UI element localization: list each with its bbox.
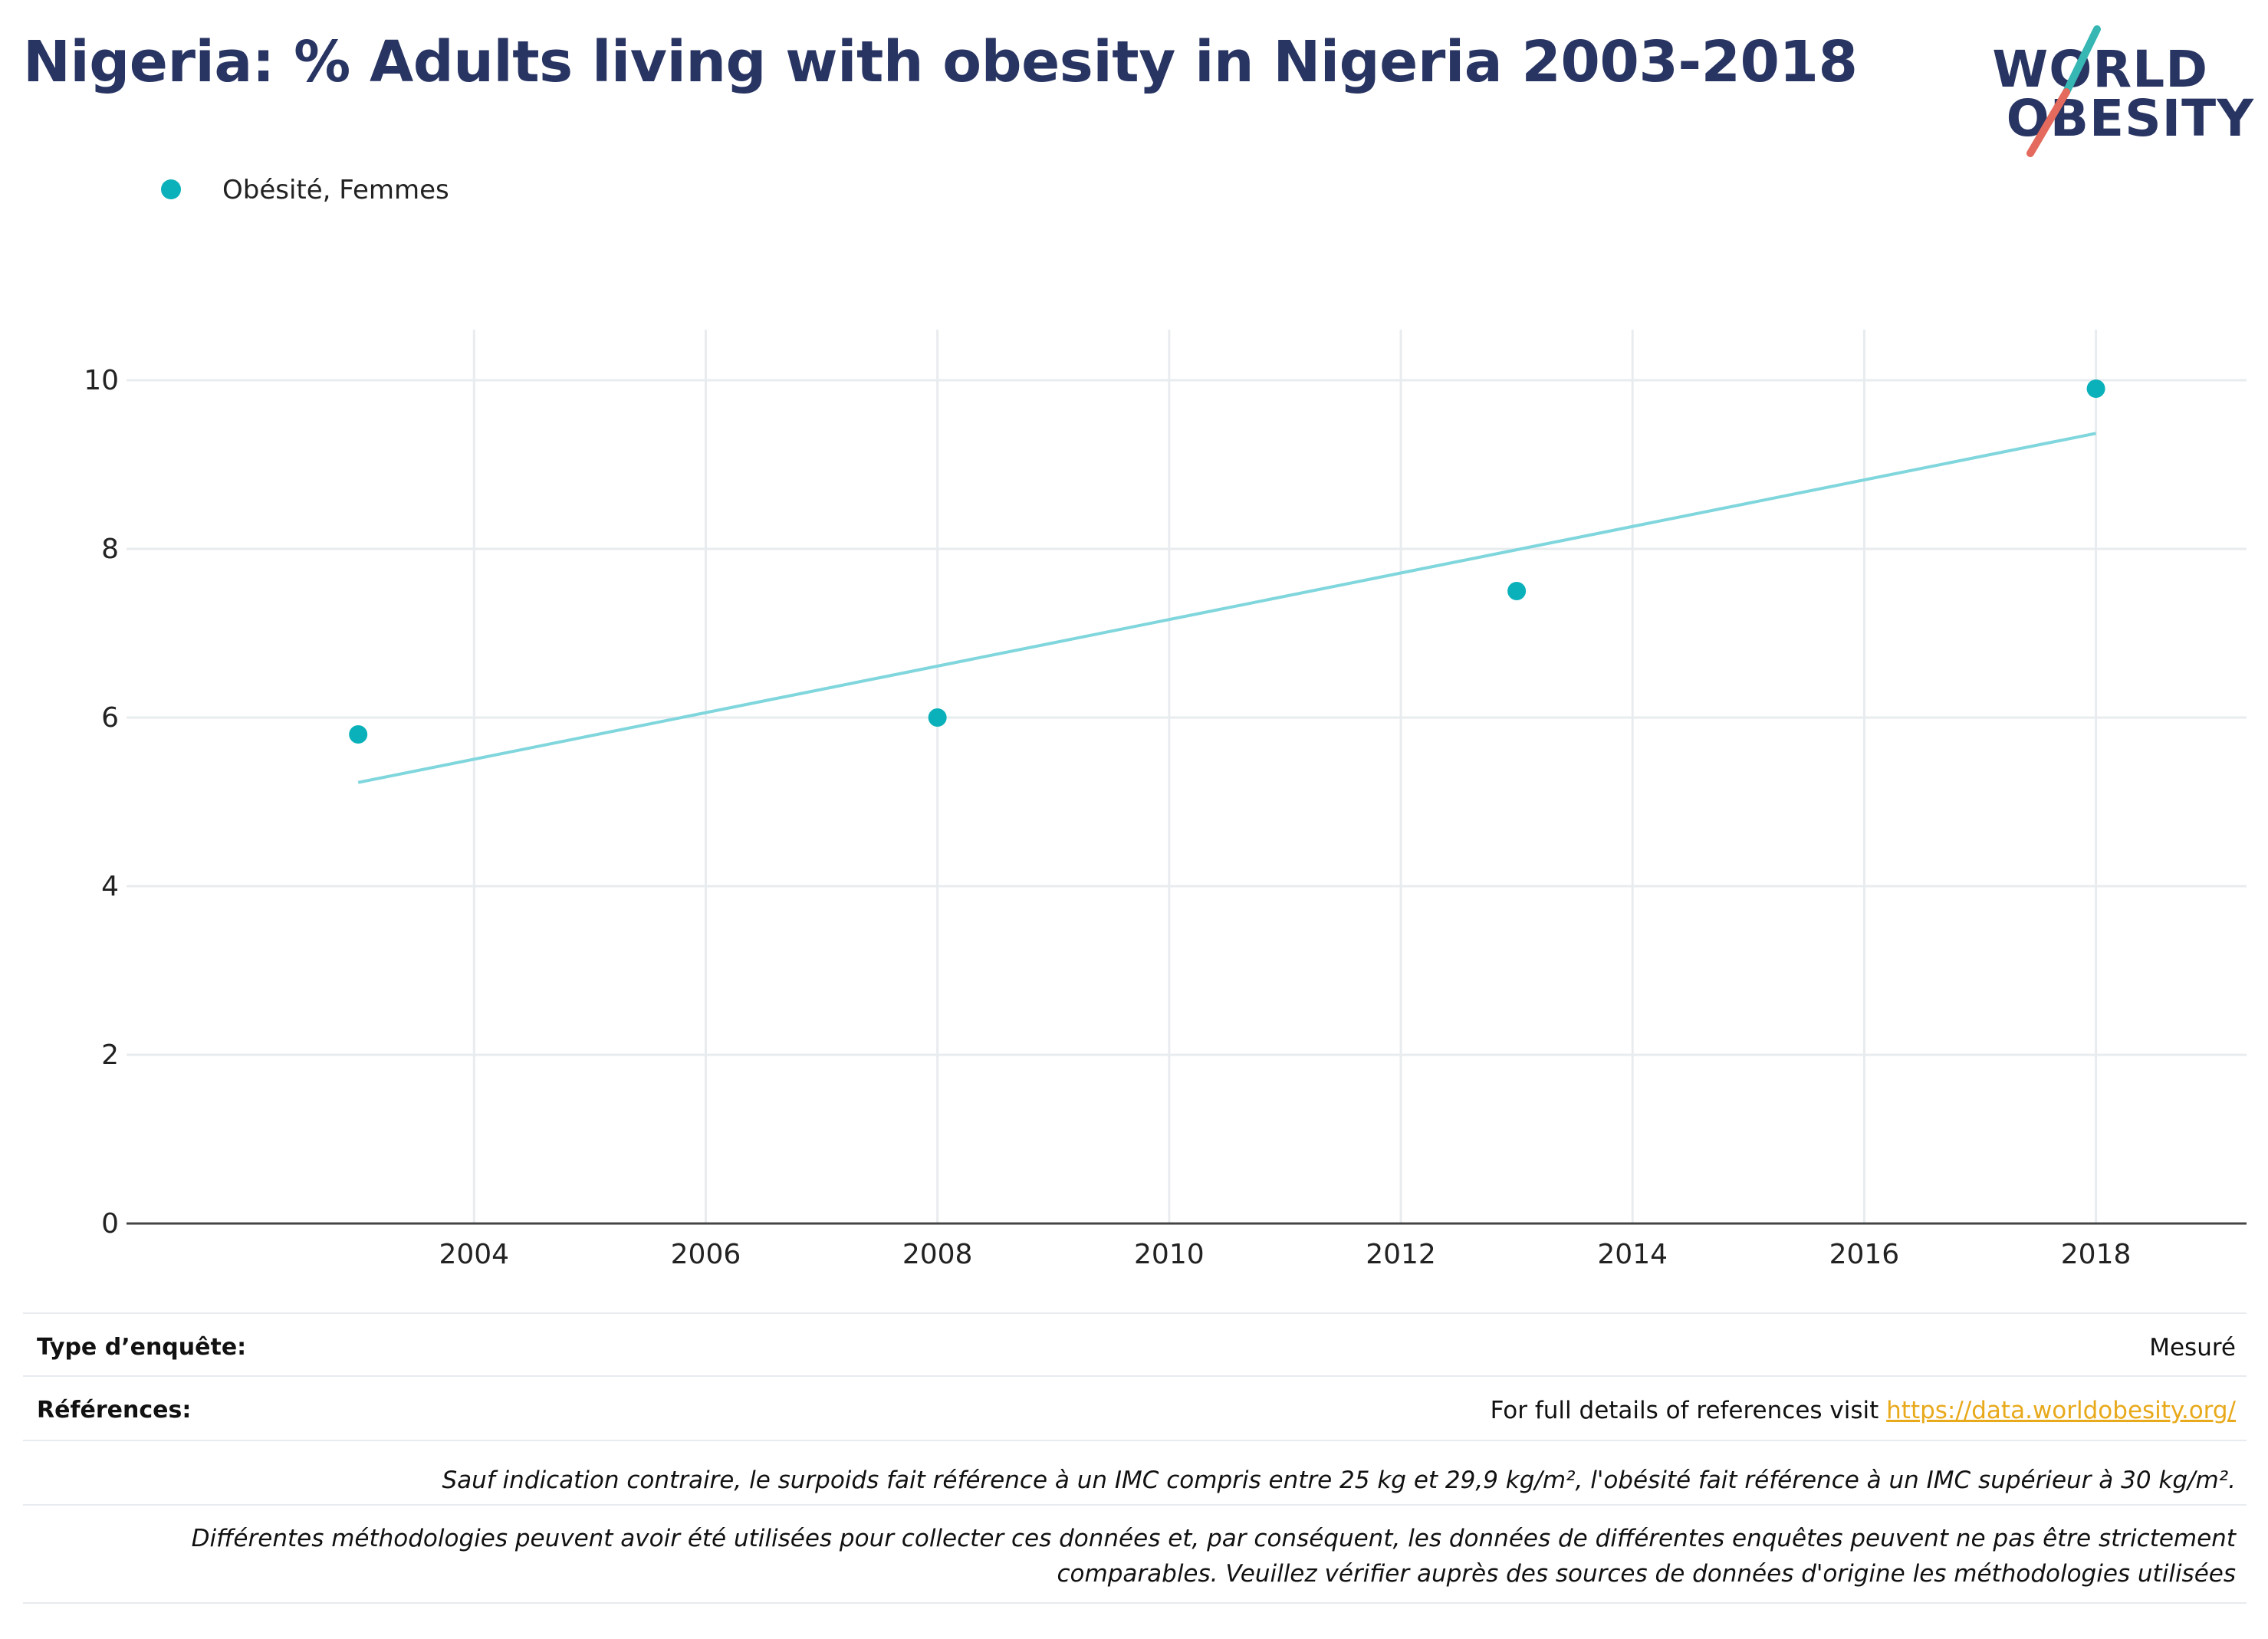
logo-slash-icon [2026,25,2101,157]
chart-plot: 2004 2006 2008 2010 2012 2014 2016 2018 0 2 4 6 8 10 [84,330,2247,1270]
x-tick-label: 2008 [902,1239,973,1270]
legend-marker-icon [161,179,181,199]
data-point [928,708,947,727]
trendline [357,432,2096,784]
data-point [349,725,368,744]
y-tick-label: 2 [101,1040,119,1071]
logo-word-world: WORLD [1992,40,2208,99]
survey-type-value: Mesuré [2149,1334,2236,1361]
survey-type-row: Type d’enquête: Mesuré [23,1312,2247,1375]
y-tick-label: 6 [101,702,119,734]
axes: 2004 2006 2008 2010 2012 2014 2016 2018 0 2 4 6 8 10 [84,365,2247,1270]
bmi-note: Sauf indication contraire, le surpoids f… [442,1467,2236,1494]
x-tick-label: 2010 [1134,1239,1205,1270]
references-value: For full details of references visit htt… [1491,1397,2236,1424]
x-tick-label: 2006 [671,1239,741,1270]
y-tick-label: 0 [101,1208,119,1240]
methods-note-line-2: comparables. Veuillez vérifier auprès de… [1057,1560,2236,1588]
legend-label: Obésité, Femmes [222,175,449,205]
references-link[interactable]: https://data.worldobesity.org/ [1886,1397,2236,1424]
bmi-note-row: Sauf indication contraire, le surpoids f… [23,1440,2247,1504]
chart-title: Nigeria: % Adults living with obesity in… [23,29,1858,95]
y-tick-label: 10 [84,365,119,396]
references-row: Références: For full details of referenc… [23,1375,2247,1440]
footer: Type d’enquête: Mesuré Références: For f… [23,1312,2247,1604]
data-point [2086,379,2105,398]
references-label: Références: [37,1397,192,1424]
survey-type-label: Type d’enquête: [37,1334,247,1361]
grid [127,330,2247,1224]
data-points [349,379,2105,744]
x-tick-label: 2014 [1597,1239,1668,1270]
references-text: For full details of references visit [1490,1397,1887,1424]
data-point [1507,582,1527,600]
y-tick-label: 4 [101,871,119,902]
methods-note: Différentes méthodologies peuvent avoir … [51,1521,2236,1591]
x-tick-label: 2012 [1366,1239,1436,1270]
world-obesity-logo: WORLD OBESITY [1992,23,2254,161]
x-tick-label: 2004 [439,1239,509,1270]
y-tick-label: 8 [101,534,119,565]
trendline-segment [357,432,2096,784]
methods-note-line-1: Différentes méthodologies peuvent avoir … [191,1525,2236,1552]
methods-note-row: Différentes méthodologies peuvent avoir … [23,1504,2247,1604]
x-tick-label: 2018 [2061,1239,2132,1270]
x-tick-label: 2016 [1829,1239,1900,1270]
